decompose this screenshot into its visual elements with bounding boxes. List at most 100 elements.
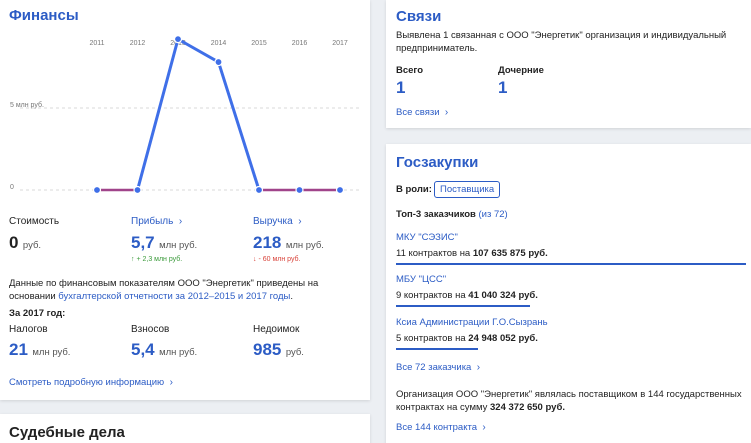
gov-card: Госзакупки В роли: Поставщика Топ-3 зака… [386, 144, 751, 443]
taxes-amount: 21 [9, 340, 28, 359]
contrib-amount: 5,4 [131, 340, 155, 359]
customer-2-name[interactable]: МБУ "ЦСС" [396, 274, 447, 285]
taxes-unit: млн руб. [32, 347, 71, 358]
customer-1-sum: 107 635 875 руб. [472, 248, 548, 259]
customer-2-sum: 41 040 324 руб. [468, 290, 538, 301]
links-total-value[interactable]: 1 [396, 78, 406, 97]
data-point [335, 185, 345, 195]
all-contracts-label: Все 144 контракта [396, 422, 478, 433]
finance-title: Финансы [9, 7, 79, 24]
arrears-label: Недоимок [253, 324, 300, 335]
data-point [214, 57, 223, 67]
role-supplier-button[interactable]: Поставщика [434, 181, 501, 198]
chevron-right-icon: › [479, 422, 486, 433]
top-customers-count[interactable]: (из 72) [478, 209, 508, 220]
cost-unit: руб. [22, 240, 42, 251]
revenue-value: 218 млн руб. [253, 233, 324, 253]
links-desc-line2: предприниматель. [396, 43, 478, 54]
finance-note-suffix: . [290, 291, 293, 302]
customer-1-name[interactable]: МКУ "СЭЗИС" [396, 232, 458, 243]
taxes-label: Налогов [9, 324, 48, 335]
gov-summary-prefix: контрактах на сумму [396, 402, 491, 413]
profit-delta: ↑ + 2,3 млн руб. [131, 256, 183, 263]
data-point [133, 185, 142, 195]
x-tick-label: 2011 [89, 40, 104, 47]
contrib-unit: млн руб. [159, 347, 198, 358]
finance-note-line2: основании бухгалтерской отчетности за 20… [9, 291, 293, 302]
all-customers-link[interactable]: Все 72 заказчика › [396, 362, 480, 373]
arrears-value: 985 руб. [253, 340, 304, 360]
customer-3-count: 5 контрактов на [396, 333, 466, 344]
year-label: За 2017 год: [9, 308, 66, 319]
links-total-label: Всего [396, 65, 424, 76]
chevron-right-icon: › [442, 107, 449, 118]
court-title: Судебные дела [9, 424, 125, 441]
top-customers-heading: Топ-3 заказчиков (из 72) [396, 209, 508, 220]
finance-card: Финансы 5 млн руб.0201120122013201420152… [0, 0, 370, 400]
revenue-delta: ↓ - 60 млн руб. [253, 256, 301, 263]
all-customers-label: Все 72 заказчика [396, 362, 472, 373]
chevron-right-icon: › [166, 377, 173, 388]
links-desc-line1: Выявлена 1 связанная с ООО "Энергетик" о… [396, 30, 727, 41]
y-tick-label: 0 [10, 184, 14, 191]
gov-title: Госзакупки [396, 154, 479, 171]
x-tick-label: 2012 [130, 40, 146, 47]
finance-note-prefix: основании [9, 291, 59, 302]
gov-summary-sum: 324 372 650 руб. [490, 402, 565, 413]
customer-1-bar [396, 263, 746, 265]
x-tick-label: 2015 [251, 40, 267, 47]
chevron-right-icon: › [473, 362, 481, 373]
customer-2-count: 9 контрактов на [396, 290, 466, 301]
contrib-value: 5,4 млн руб. [131, 340, 197, 360]
chevron-right-icon: › [295, 216, 302, 227]
customer-3-contracts: 5 контрактов на 24 948 052 руб. [396, 333, 538, 344]
data-point [92, 185, 102, 195]
profit-amount: 5,7 [131, 233, 155, 252]
data-point [254, 185, 264, 195]
chevron-right-icon: › [176, 216, 183, 227]
finance-chart: 5 млн руб.02011201220132014201520162017 [10, 35, 362, 195]
gov-summary-line2: контрактах на сумму 324 372 650 руб. [396, 402, 565, 413]
series-line [176, 37, 220, 64]
revenue-link[interactable]: Выручка › [253, 216, 302, 227]
finance-more-label: Смотреть подробную информацию [9, 377, 165, 388]
profit-link[interactable]: Прибыль › [131, 216, 182, 227]
contrib-label: Взносов [131, 324, 170, 335]
accounting-report-link[interactable]: бухгалтерской отчетности за 2012–2015 и … [58, 291, 291, 302]
arrears-amount: 985 [253, 340, 282, 359]
data-point [295, 185, 304, 195]
finance-more-link[interactable]: Смотреть подробную информацию › [9, 377, 173, 388]
revenue-amount: 218 [253, 233, 282, 252]
x-tick-label: 2017 [332, 40, 348, 47]
y-tick-label: 5 млн руб. [10, 101, 44, 109]
all-contracts-link[interactable]: Все 144 контракта › [396, 422, 486, 433]
arrears-unit: руб. [285, 347, 304, 358]
role-label: В роли: [396, 184, 432, 195]
customer-1-count: 11 контрактов на [396, 248, 471, 259]
customer-2-bar [396, 305, 530, 307]
data-point [173, 35, 183, 44]
links-card: Связи Выявлена 1 связанная с ООО "Энерге… [386, 0, 751, 128]
all-links-link[interactable]: Все связи › [396, 107, 448, 118]
customer-3-bar [396, 348, 478, 350]
all-links-label: Все связи [396, 107, 440, 118]
customer-3-name[interactable]: Ксиа Администрации Г.О.Сызрань [396, 317, 548, 328]
x-tick-label: 2014 [211, 40, 227, 47]
cost-label: Стоимость [9, 216, 60, 227]
links-sub-value[interactable]: 1 [498, 78, 508, 97]
finance-note-line1: Данные по финансовым показателям ООО "Эн… [9, 278, 319, 289]
cost-amount: 0 [9, 233, 19, 252]
customer-1-contracts: 11 контрактов на 107 635 875 руб. [396, 248, 548, 259]
profit-unit: млн руб. [159, 240, 198, 251]
revenue-unit: млн руб. [285, 240, 324, 251]
customer-3-sum: 24 948 052 руб. [468, 333, 538, 344]
profit-label: Прибыль [131, 216, 174, 227]
profit-value: 5,7 млн руб. [131, 233, 197, 253]
cost-value: 0 руб. [9, 233, 41, 253]
links-sub-label: Дочерние [498, 65, 544, 76]
customer-2-contracts: 9 контрактов на 41 040 324 руб. [396, 290, 538, 301]
x-tick-label: 2016 [292, 40, 308, 47]
revenue-label: Выручка [253, 216, 293, 227]
series-line [136, 37, 180, 192]
gov-summary-line1: Организация ООО "Энергетик" являлась пос… [396, 389, 742, 400]
